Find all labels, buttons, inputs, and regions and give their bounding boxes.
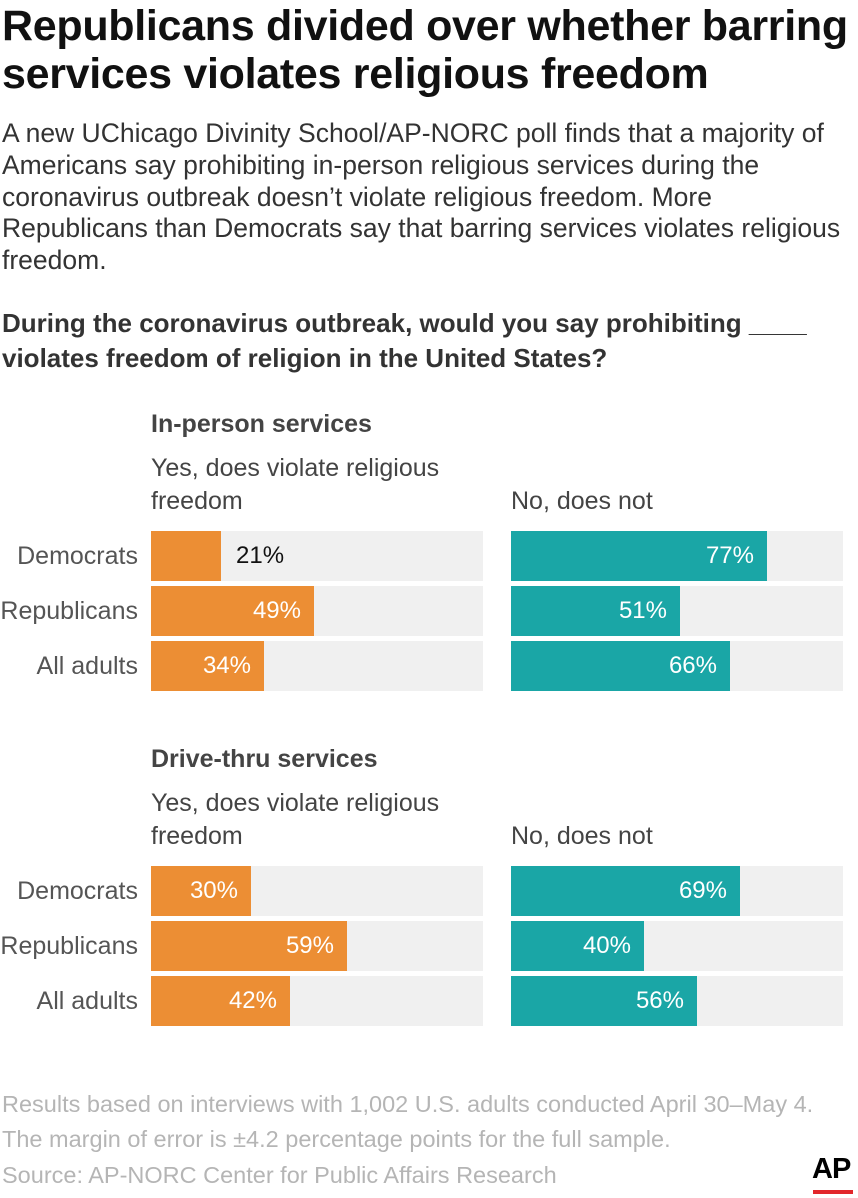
source-note: Source: AP-NORC Center for Public Affair… <box>2 1161 557 1188</box>
drive-thru-services-row-label-all-adults: All adults <box>36 987 138 1015</box>
in-person-services-no-bar-republicans <box>511 586 680 636</box>
in-person-services-no-bar-democrats <box>511 531 767 581</box>
ap-logo-text: AP <box>812 1153 851 1185</box>
in-person-services-yes-value-all-adults: 34% <box>202 652 251 679</box>
in-person-services-section-title: In-person services <box>151 410 372 438</box>
intro-text: A new UChicago Divinity School/AP-NORC p… <box>2 118 841 276</box>
chart-title: Republicans divided over whether barring… <box>2 2 848 99</box>
in-person-services-no-column-label: No, does not <box>511 487 653 515</box>
drive-thru-services-yes-track-democrats: 30% <box>151 866 483 916</box>
in-person-services-no-bar-all-adults <box>511 641 730 691</box>
drive-thru-services-yes-value-democrats: 30% <box>189 877 238 904</box>
drive-thru-services-yes-bar-republicans <box>151 921 347 971</box>
drive-thru-services-section-title: Drive-thru services <box>151 745 378 773</box>
in-person-services-yes-bar-republicans <box>151 586 314 636</box>
drive-thru-services-row-label-democrats: Democrats <box>17 877 138 905</box>
in-person-services-no-value-democrats: 77% <box>705 542 754 569</box>
in-person-services-yes-value-republicans: 49% <box>252 597 301 624</box>
drive-thru-services-no-track-republicans: 40% <box>511 921 843 971</box>
drive-thru-services-no-value-republicans: 40% <box>582 932 631 959</box>
drive-thru-services-no-track-all-adults: 56% <box>511 976 843 1026</box>
drive-thru-services-no-bar-all-adults <box>511 976 697 1026</box>
drive-thru-services-no-bar-democrats <box>511 866 740 916</box>
in-person-services-yes-track-republicans: 49% <box>151 586 483 636</box>
in-person-services-no-track-democrats: 77% <box>511 531 843 581</box>
drive-thru-services-yes-bar-democrats <box>151 866 251 916</box>
drive-thru-services-yes-value-republicans: 59% <box>285 932 334 959</box>
in-person-services-row-label-republicans: Republicans <box>0 597 138 625</box>
in-person-services-yes-track-democrats: 21% <box>151 531 483 581</box>
in-person-services-no-value-all-adults: 66% <box>668 652 717 679</box>
in-person-services-yes-track-all-adults: 34% <box>151 641 483 691</box>
drive-thru-services-no-value-all-adults: 56% <box>635 987 684 1014</box>
in-person-services-yes-bar-democrats <box>151 531 221 581</box>
in-person-services-yes-value-democrats: 21% <box>236 542 285 569</box>
ap-logo: AP <box>812 1152 856 1196</box>
in-person-services-row-label-democrats: Democrats <box>17 542 138 570</box>
footnote-line-1: Results based on interviews with 1,002 U… <box>2 1091 814 1117</box>
drive-thru-services-row-label-republicans: Republicans <box>0 932 138 960</box>
in-person-services-row-label-all-adults: All adults <box>36 652 138 680</box>
drive-thru-services-yes-column-label: Yes, does violate religious freedom <box>151 789 440 850</box>
in-person-services-no-value-republicans: 51% <box>618 597 667 624</box>
in-person-services-yes-bar-all-adults <box>151 641 264 691</box>
footnote-line-2: The margin of error is ±4.2 percentage p… <box>2 1126 671 1153</box>
in-person-services-no-track-republicans: 51% <box>511 586 843 636</box>
footnote: Results based on interviews with 1,002 U… <box>2 1087 852 1193</box>
drive-thru-services-no-value-democrats: 69% <box>678 877 727 904</box>
in-person-services-yes-column-label: Yes, does violate religious freedom <box>151 454 440 515</box>
drive-thru-services-yes-value-all-adults: 42% <box>228 987 277 1014</box>
drive-thru-services-no-track-democrats: 69% <box>511 866 843 916</box>
drive-thru-services-no-column-label: No, does not <box>511 822 653 850</box>
drive-thru-services-yes-track-republicans: 59% <box>151 921 483 971</box>
drive-thru-services-yes-track-all-adults: 42% <box>151 976 483 1026</box>
drive-thru-services-no-bar-republicans <box>511 921 644 971</box>
in-person-services-no-track-all-adults: 66% <box>511 641 843 691</box>
drive-thru-services-yes-bar-all-adults <box>151 976 290 1026</box>
survey-question: During the coronavirus outbreak, would y… <box>2 308 807 373</box>
ap-logo-underline <box>813 1190 853 1194</box>
